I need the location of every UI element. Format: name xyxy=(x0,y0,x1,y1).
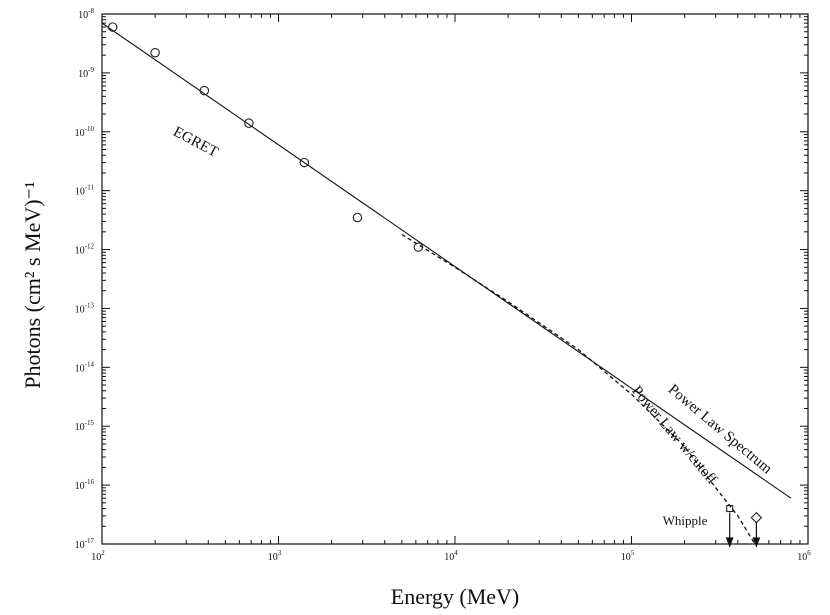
series-power-law-spectrum-line xyxy=(101,22,792,499)
y-tick-label: 10-8 xyxy=(78,7,94,21)
x-tick-label: 103 xyxy=(268,549,282,563)
egret-data-point xyxy=(150,47,160,58)
egret-data-point xyxy=(244,118,254,128)
egret-data-point xyxy=(299,157,310,168)
y-tick-label: 10-10 xyxy=(75,125,95,139)
whipple-diamond-point xyxy=(750,511,763,524)
y-axis-title: Photons (cm² s MeV)⁻¹ xyxy=(20,181,45,389)
annotation-power-law-spectrum: Power Law Spectrum xyxy=(665,382,775,478)
y-tick-label: 10-14 xyxy=(75,360,95,374)
whipple-square-point xyxy=(726,504,734,513)
y-tick-label: 10-12 xyxy=(75,243,95,257)
y-tick-label: 10-16 xyxy=(75,478,95,492)
x-axis-title: Energy (MeV) xyxy=(391,584,520,609)
upper-limit-arrow-head xyxy=(752,537,761,548)
y-tick-label: 10-15 xyxy=(75,419,95,433)
series-layer xyxy=(101,22,792,545)
x-tick-label: 105 xyxy=(621,549,635,563)
x-tick-label: 102 xyxy=(91,549,105,563)
y-tick-label: 10-13 xyxy=(75,301,95,315)
x-tick-label: 104 xyxy=(444,549,458,563)
annotation-whipple: Whipple xyxy=(663,513,708,528)
series-power-law-w-cutoff-line xyxy=(401,233,756,545)
x-tick-label: 106 xyxy=(797,549,811,563)
y-tick-label: 10-9 xyxy=(78,66,94,80)
y-tick-label: 10-17 xyxy=(75,537,95,551)
annotation-egret: EGRET xyxy=(170,124,220,161)
y-tick-label: 10-11 xyxy=(75,184,95,198)
egret-data-point xyxy=(107,22,118,32)
egret-data-point xyxy=(352,212,363,223)
marker-layer xyxy=(107,22,763,548)
upper-limit-arrow-head xyxy=(725,537,734,548)
axis-ticks: 102 103 104 105 106 10-8 10-9 10-10 10-11 10-12 10… xyxy=(75,7,812,563)
egret-data-point xyxy=(199,85,210,96)
egret-data-point xyxy=(413,242,424,252)
